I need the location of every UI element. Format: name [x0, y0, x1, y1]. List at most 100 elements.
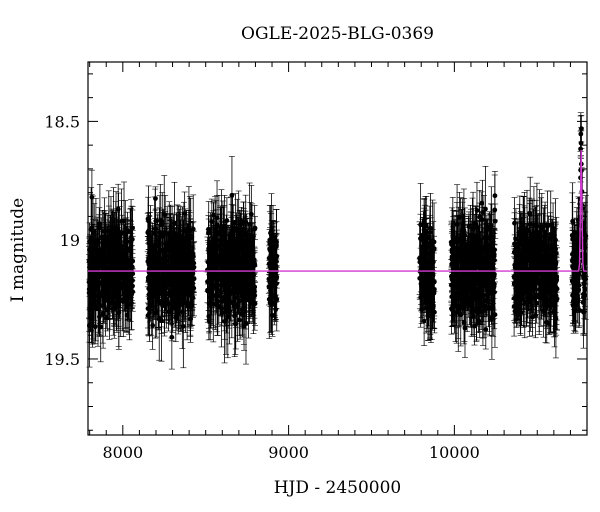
data-point	[162, 230, 168, 236]
data-point	[219, 298, 225, 304]
data-point	[100, 312, 106, 318]
data-point	[241, 226, 247, 232]
data-point	[229, 192, 235, 198]
data-point	[222, 318, 227, 324]
data-point	[125, 239, 130, 245]
data-point	[180, 250, 185, 256]
data-point	[237, 298, 243, 304]
data-point	[180, 323, 186, 329]
data-point	[172, 277, 178, 283]
data-point	[231, 244, 237, 250]
data-point	[91, 239, 97, 244]
data-point	[95, 252, 101, 258]
data-point	[100, 258, 106, 264]
data-point	[119, 298, 125, 303]
x-tick-label: 8000	[102, 443, 143, 462]
data-point	[252, 225, 258, 231]
data-point	[171, 246, 177, 252]
data-point	[238, 237, 243, 243]
data-point	[105, 290, 110, 296]
data-point	[153, 218, 159, 224]
data-point	[247, 264, 253, 270]
data-point	[93, 286, 99, 292]
data-point	[178, 239, 184, 244]
data-point	[167, 273, 173, 279]
data-point	[185, 253, 191, 259]
data-point	[246, 258, 252, 264]
data-point	[252, 301, 258, 307]
data-point	[119, 219, 124, 224]
data-point	[110, 288, 116, 294]
data-point	[208, 300, 214, 305]
y-tick-label: 18.5	[44, 112, 80, 131]
data-point	[273, 293, 278, 299]
data-point	[206, 246, 212, 251]
data-point	[88, 315, 94, 321]
data-point	[244, 285, 250, 290]
data-point	[184, 237, 190, 243]
data-point	[215, 283, 220, 289]
data-point	[211, 212, 216, 218]
data-point	[115, 234, 121, 240]
data-point	[244, 270, 250, 276]
data-point	[188, 316, 194, 322]
data-point	[164, 258, 170, 264]
data-point	[178, 301, 184, 307]
y-tick-label: 19	[60, 231, 80, 250]
data-point	[181, 281, 187, 287]
data-point	[229, 300, 235, 305]
x-tick-label: 9000	[268, 443, 309, 462]
data-point	[180, 274, 186, 280]
data-point	[124, 262, 130, 268]
y-tick-label: 19.5	[44, 350, 80, 369]
data-point	[116, 248, 122, 254]
data-point	[243, 231, 249, 237]
data-point	[218, 276, 224, 282]
data-point	[238, 218, 244, 224]
data-point	[175, 258, 181, 263]
data-point	[206, 226, 211, 232]
data-point	[112, 244, 118, 249]
data-point	[231, 272, 236, 278]
data-point	[159, 291, 165, 296]
data-point	[149, 276, 154, 281]
data-point	[208, 241, 214, 246]
data-points	[86, 112, 589, 370]
data-point	[190, 226, 196, 232]
data-point	[187, 265, 193, 271]
data-point	[121, 250, 126, 256]
data-point	[145, 306, 151, 311]
data-point	[89, 194, 95, 200]
data-point	[266, 276, 272, 282]
data-point	[127, 247, 133, 253]
data-point	[123, 272, 129, 278]
data-point	[152, 251, 158, 257]
data-point	[175, 295, 181, 301]
data-point	[166, 280, 172, 286]
data-point	[235, 272, 241, 278]
data-point	[241, 309, 247, 315]
data-point	[170, 258, 176, 263]
data-point	[89, 281, 95, 287]
data-point	[99, 282, 105, 287]
data-point	[247, 221, 253, 227]
data-point	[250, 283, 256, 289]
data-point	[222, 294, 228, 299]
data-point	[212, 252, 218, 258]
data-point	[251, 259, 257, 265]
data-point	[156, 261, 162, 267]
data-point	[86, 286, 92, 292]
data-point	[98, 247, 104, 253]
data-point	[110, 267, 116, 273]
data-point	[170, 299, 176, 305]
data-point	[101, 228, 107, 234]
axis-ticks: 8000 9000 10000 18.5 19 19.5	[44, 62, 588, 462]
data-point	[167, 309, 172, 315]
data-point	[224, 218, 230, 223]
data-point	[128, 258, 134, 264]
data-point	[103, 251, 109, 257]
data-point	[230, 256, 236, 262]
data-point	[146, 218, 151, 224]
data-point	[169, 334, 175, 340]
